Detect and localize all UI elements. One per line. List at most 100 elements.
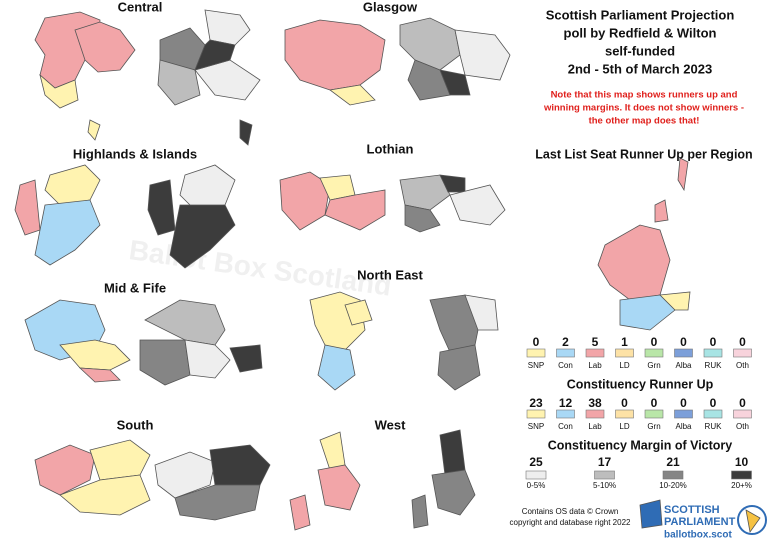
legend-count: 0 bbox=[680, 335, 687, 349]
legend-count: 0 bbox=[739, 335, 746, 349]
legend-label: Grn bbox=[647, 422, 660, 431]
map-northeast-margin bbox=[429, 294, 499, 391]
legend-label: Lab bbox=[588, 422, 602, 431]
map-midfife-runner-up bbox=[24, 299, 131, 383]
legend-label: SNP bbox=[528, 361, 544, 370]
region-label: Highlands & Islands bbox=[73, 146, 197, 161]
map-central-margin bbox=[157, 9, 261, 106]
map-central-runner-up bbox=[34, 11, 136, 109]
legend-count: 0 bbox=[621, 396, 628, 410]
legend-swatch bbox=[526, 409, 546, 419]
legend-swatch bbox=[594, 470, 615, 480]
legend-count: 0 bbox=[651, 335, 658, 349]
legend-swatch bbox=[525, 470, 547, 480]
region-label: Lothian bbox=[367, 141, 414, 156]
legend-count: 23 bbox=[529, 396, 543, 410]
legend-swatch bbox=[644, 409, 664, 419]
legend-swatch bbox=[662, 470, 684, 480]
legend-count: 10 bbox=[735, 455, 749, 469]
legend-swatch bbox=[733, 348, 752, 358]
map-lothian-runner-up bbox=[279, 171, 386, 231]
logo-text: SCOTTISH bbox=[664, 504, 720, 516]
legend-label: Alba bbox=[675, 422, 692, 431]
legend-count: 17 bbox=[598, 455, 612, 469]
region-label: Mid & Fife bbox=[104, 280, 166, 295]
map-highlands-margin bbox=[147, 119, 253, 269]
legend-swatch bbox=[733, 409, 752, 419]
map-west-runner-up bbox=[289, 431, 361, 531]
legend-count: 0 bbox=[710, 335, 717, 349]
map-glasgow-runner-up bbox=[284, 19, 386, 106]
legend-label: RUK bbox=[705, 422, 723, 431]
section-heading: Constituency Runner Up bbox=[567, 377, 714, 391]
legend-label: Con bbox=[558, 361, 573, 370]
legend-count: 12 bbox=[559, 396, 573, 410]
legend-count: 0 bbox=[651, 396, 658, 410]
legend-count: 1 bbox=[621, 335, 628, 349]
legend-count: 5 bbox=[592, 335, 599, 349]
legend-count: 0 bbox=[739, 396, 746, 410]
legend-swatch bbox=[585, 409, 605, 419]
title-line: self-funded bbox=[605, 43, 675, 58]
legend-swatch bbox=[585, 348, 605, 358]
note-line: winning margins. It does not show winner… bbox=[543, 103, 744, 114]
legend-swatch bbox=[615, 348, 634, 358]
legend-swatch bbox=[644, 348, 664, 358]
legend-count: 21 bbox=[666, 455, 680, 469]
legend-count: 0 bbox=[710, 396, 717, 410]
map-scotland-list bbox=[597, 157, 691, 331]
credit: Contains OS data © Crown bbox=[522, 507, 619, 516]
legend-label: Con bbox=[558, 422, 573, 431]
map-glasgow-margin bbox=[399, 17, 511, 101]
note-line: the other map does that! bbox=[589, 116, 700, 127]
region-label: West bbox=[375, 417, 406, 432]
legend-count: 38 bbox=[588, 396, 602, 410]
logo: SCOTTISH PARLIAMENT ballotbox.scot bbox=[639, 499, 767, 541]
map-south-runner-up bbox=[34, 439, 151, 516]
legend-swatch bbox=[615, 409, 634, 419]
legend-label: Grn bbox=[647, 361, 660, 370]
legend-swatch bbox=[674, 348, 693, 358]
legend-swatch bbox=[731, 470, 752, 480]
map-lothian-margin bbox=[399, 174, 506, 233]
legend-label: 5-10% bbox=[593, 481, 616, 490]
legend-label: Oth bbox=[736, 422, 749, 431]
region-label: Glasgow bbox=[363, 0, 418, 14]
legend-label: Oth bbox=[736, 361, 749, 370]
legend-swatch bbox=[674, 409, 693, 419]
legend-label: LD bbox=[619, 422, 629, 431]
region-label: South bbox=[117, 417, 154, 432]
section-heading: Last List Seat Runner Up per Region bbox=[535, 147, 752, 161]
region-label: Central bbox=[118, 0, 163, 14]
legend-swatch bbox=[526, 348, 546, 358]
legend-label: Lab bbox=[588, 361, 602, 370]
logo-url: ballotbox.scot bbox=[664, 530, 732, 541]
title-line: Scottish Parliament Projection bbox=[546, 7, 735, 22]
region-label: North East bbox=[357, 267, 423, 282]
legend-swatch bbox=[556, 348, 575, 358]
note-line: Note that this map shows runners up and bbox=[551, 90, 738, 101]
legend-count: 0 bbox=[533, 335, 540, 349]
map-highlands-runner-up bbox=[14, 119, 101, 266]
legend-swatch bbox=[703, 409, 723, 419]
legend-count: 25 bbox=[529, 455, 543, 469]
legend-label: SNP bbox=[528, 422, 544, 431]
legend-count: 2 bbox=[562, 335, 569, 349]
legend-count: 0 bbox=[680, 396, 687, 410]
legend-label: RUK bbox=[705, 361, 723, 370]
legend-label: LD bbox=[619, 361, 629, 370]
legend-label: 10-20% bbox=[659, 481, 687, 490]
map-west-margin bbox=[411, 429, 476, 529]
legend-swatch bbox=[556, 409, 575, 419]
legend-label: 20+% bbox=[731, 481, 752, 490]
map-south-margin bbox=[154, 444, 271, 521]
logo-text: PARLIAMENT bbox=[664, 516, 736, 528]
title-line: poll by Redfield & Wilton bbox=[564, 25, 717, 40]
legend-swatch bbox=[703, 348, 723, 358]
map-northeast-runner-up bbox=[309, 291, 373, 391]
legend-label: Alba bbox=[675, 361, 692, 370]
legend-label: 0-5% bbox=[527, 481, 546, 490]
credit: copyright and database right 2022 bbox=[510, 518, 632, 527]
map-midfife-margin bbox=[139, 299, 263, 386]
